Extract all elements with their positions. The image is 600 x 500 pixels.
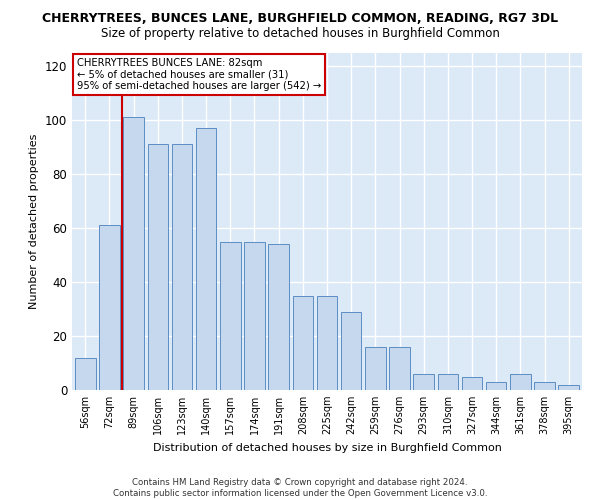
Bar — [534, 382, 555, 390]
Bar — [172, 144, 192, 390]
Bar — [196, 128, 217, 390]
Bar — [510, 374, 530, 390]
Bar — [462, 376, 482, 390]
Text: CHERRYTREES BUNCES LANE: 82sqm
← 5% of detached houses are smaller (31)
95% of s: CHERRYTREES BUNCES LANE: 82sqm ← 5% of d… — [77, 58, 322, 91]
Bar — [124, 118, 144, 390]
Bar — [75, 358, 95, 390]
Bar — [317, 296, 337, 390]
Y-axis label: Number of detached properties: Number of detached properties — [29, 134, 39, 309]
Bar — [341, 312, 361, 390]
Bar — [389, 347, 410, 390]
Bar — [293, 296, 313, 390]
Bar — [268, 244, 289, 390]
Text: Size of property relative to detached houses in Burghfield Common: Size of property relative to detached ho… — [101, 28, 499, 40]
Bar — [559, 384, 579, 390]
Bar — [220, 242, 241, 390]
X-axis label: Distribution of detached houses by size in Burghfield Common: Distribution of detached houses by size … — [152, 442, 502, 452]
Bar — [437, 374, 458, 390]
Bar — [486, 382, 506, 390]
Bar — [244, 242, 265, 390]
Bar — [148, 144, 168, 390]
Text: CHERRYTREES, BUNCES LANE, BURGHFIELD COMMON, READING, RG7 3DL: CHERRYTREES, BUNCES LANE, BURGHFIELD COM… — [42, 12, 558, 26]
Text: Contains HM Land Registry data © Crown copyright and database right 2024.
Contai: Contains HM Land Registry data © Crown c… — [113, 478, 487, 498]
Bar — [365, 347, 386, 390]
Bar — [99, 226, 120, 390]
Bar — [413, 374, 434, 390]
